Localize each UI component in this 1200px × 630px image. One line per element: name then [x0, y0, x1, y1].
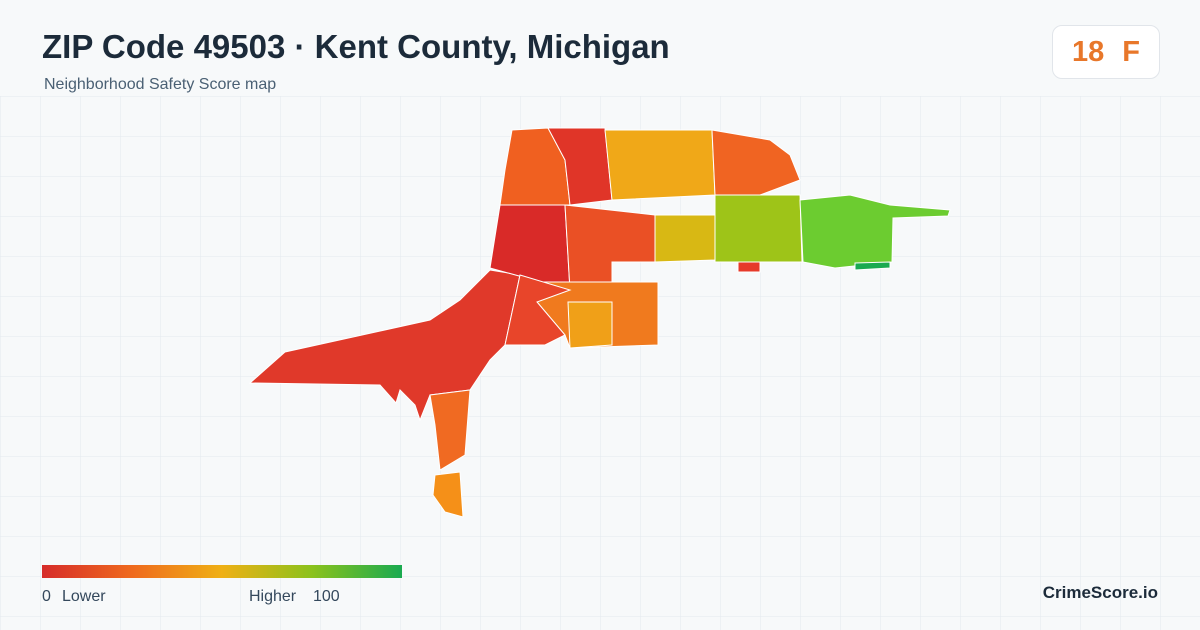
legend-gradient [42, 565, 402, 578]
legend-high-value: 100 [313, 588, 340, 605]
legend-low-label: Lower [62, 588, 106, 605]
zip-regions [248, 127, 951, 518]
subtitle: Neighborhood Safety Score map [44, 76, 277, 93]
score-grade: F [1122, 35, 1140, 68]
legend-low-value: 0 [42, 588, 51, 605]
score-badge: 18 F [1052, 25, 1160, 79]
legend-high-label: Higher [249, 588, 297, 605]
title: ZIP Code 49503 · Kent County, Michigan [42, 28, 670, 65]
brand: CrimeScore.io [1042, 583, 1158, 602]
score-value: 18 [1072, 35, 1105, 68]
